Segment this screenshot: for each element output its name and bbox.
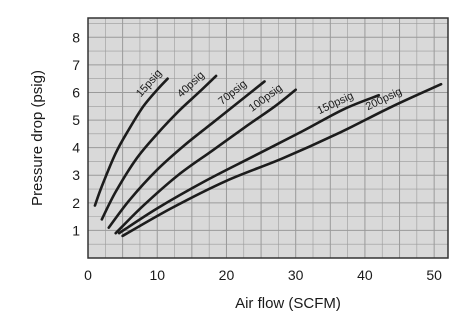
x-tick-label: 50 [426, 267, 442, 283]
y-tick-label: 2 [72, 195, 80, 211]
x-tick-label: 20 [219, 267, 235, 283]
y-tick-label: 5 [72, 112, 80, 128]
y-tick-label: 1 [72, 222, 80, 238]
x-tick-label: 0 [84, 267, 92, 283]
y-tick-label: 6 [72, 84, 80, 100]
series-line-15psig [93, 77, 169, 207]
series-line-100psig [114, 88, 297, 235]
y-tick-label: 7 [72, 57, 80, 73]
plot-frame [87, 17, 449, 259]
y-tick-label: 4 [72, 140, 80, 156]
x-tick-label: 30 [288, 267, 304, 283]
y-tick-label: 8 [72, 29, 80, 45]
y-axis-label: Pressure drop (psig) [29, 70, 46, 206]
y-tick-label: 3 [72, 167, 80, 183]
x-tick-label: 10 [149, 267, 165, 283]
series-line-200psig [121, 82, 443, 238]
x-tick-label: 40 [357, 267, 373, 283]
series-line-40psig [100, 74, 218, 221]
plot-area [88, 18, 448, 258]
series-line-150psig [117, 93, 381, 235]
series-line-70psig [107, 80, 266, 229]
x-axis-label: Air flow (SCFM) [235, 295, 341, 312]
